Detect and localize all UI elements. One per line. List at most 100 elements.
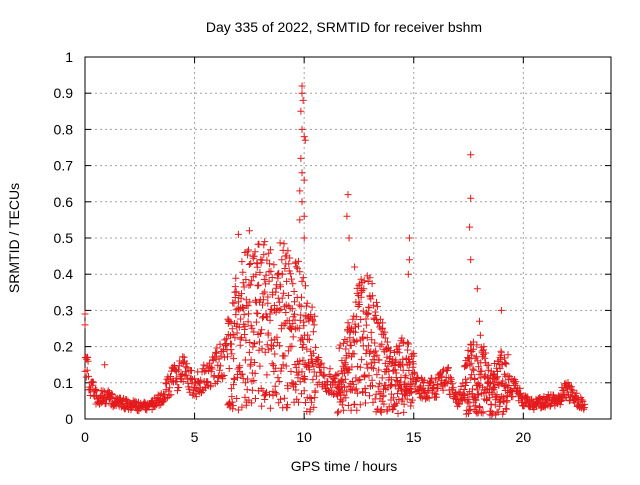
data-point	[401, 374, 409, 381]
data-point	[480, 343, 488, 351]
data-point	[257, 329, 265, 337]
data-point	[270, 342, 277, 350]
data-point	[299, 274, 307, 282]
data-point	[485, 379, 493, 386]
data-point	[377, 325, 385, 333]
data-point	[310, 321, 318, 329]
data-point	[244, 318, 252, 326]
data-point	[239, 268, 247, 276]
data-point	[281, 265, 289, 272]
data-point	[395, 349, 403, 357]
data-point	[316, 360, 324, 368]
data-point	[439, 386, 447, 394]
data-point	[376, 407, 384, 415]
data-point	[344, 402, 352, 409]
data-point	[448, 380, 456, 388]
data-point	[308, 303, 316, 311]
chart-title: Day 335 of 2022, SRMTID for receiver bsh…	[206, 19, 482, 35]
data-point	[271, 350, 279, 358]
data-point	[315, 354, 323, 361]
data-point	[259, 314, 266, 322]
data-point	[474, 391, 482, 399]
data-point	[236, 341, 244, 349]
data-point	[313, 355, 321, 363]
data-point	[275, 378, 283, 385]
data-point	[309, 328, 317, 336]
data-point	[298, 198, 306, 206]
x-tick-label: 20	[516, 429, 532, 445]
data-point	[490, 370, 497, 378]
data-point	[298, 277, 306, 285]
data-point	[512, 378, 520, 386]
data-point	[395, 342, 403, 350]
data-point	[366, 392, 373, 400]
data-point	[326, 365, 334, 373]
data-point	[496, 365, 504, 373]
data-point	[260, 276, 268, 283]
data-point	[340, 406, 348, 414]
data-point	[369, 364, 377, 372]
data-point	[291, 259, 299, 267]
data-point	[573, 389, 581, 397]
data-point	[216, 362, 224, 370]
data-point	[455, 400, 463, 408]
data-point	[449, 384, 457, 392]
data-point	[252, 318, 260, 326]
data-point	[238, 290, 245, 298]
data-point	[251, 369, 259, 377]
data-point	[355, 301, 363, 308]
data-point	[238, 334, 245, 342]
x-tick-label: 15	[406, 429, 422, 445]
data-point	[277, 395, 284, 403]
data-point	[207, 381, 215, 389]
data-point	[364, 310, 372, 317]
data-point	[365, 304, 373, 312]
data-point	[263, 388, 270, 396]
data-point	[298, 368, 306, 376]
data-point	[321, 372, 329, 380]
data-point	[341, 360, 349, 368]
data-point	[369, 292, 376, 300]
data-point	[342, 394, 350, 402]
data-point	[279, 361, 287, 369]
data-point	[201, 368, 209, 376]
data-point	[255, 346, 263, 354]
data-point	[284, 247, 292, 255]
data-point	[306, 405, 314, 413]
data-point	[406, 358, 414, 366]
data-point	[108, 391, 116, 398]
data-point	[581, 400, 589, 408]
data-point	[501, 359, 509, 367]
data-point	[493, 391, 501, 399]
data-point	[292, 386, 300, 394]
data-point	[387, 390, 395, 398]
data-point	[351, 263, 359, 271]
data-point	[282, 309, 290, 316]
data-point	[229, 331, 237, 338]
data-point	[482, 349, 490, 357]
data-point	[375, 366, 383, 374]
data-point	[296, 187, 304, 195]
data-point	[462, 362, 470, 370]
data-point	[363, 360, 371, 368]
data-point	[251, 248, 259, 256]
data-point	[334, 370, 342, 378]
data-point	[235, 323, 243, 331]
data-point	[355, 322, 362, 330]
data-point	[298, 89, 306, 97]
data-point	[469, 365, 477, 373]
data-point	[400, 338, 408, 346]
y-tick-label: 0.3	[54, 302, 74, 318]
data-point	[234, 298, 242, 306]
data-point	[479, 409, 487, 417]
data-point	[264, 331, 272, 339]
data-point	[372, 347, 380, 355]
data-point	[362, 309, 370, 317]
data-point	[469, 338, 477, 346]
data-point	[340, 339, 348, 347]
data-point	[237, 315, 245, 323]
data-point	[280, 303, 288, 311]
data-point	[373, 303, 381, 311]
y-tick-label: 0.9	[54, 85, 74, 101]
data-point	[408, 388, 416, 396]
